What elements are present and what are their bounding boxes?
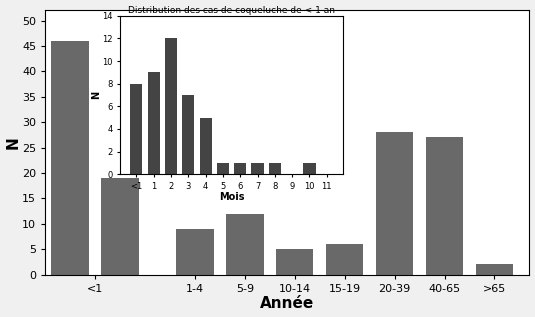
Bar bbox=[51, 41, 89, 275]
Bar bbox=[426, 138, 463, 275]
Bar bbox=[176, 229, 213, 275]
Bar bbox=[276, 249, 314, 275]
Bar bbox=[376, 133, 414, 275]
Bar bbox=[101, 178, 139, 275]
X-axis label: Année: Année bbox=[260, 296, 315, 311]
Bar bbox=[326, 244, 363, 275]
Y-axis label: N: N bbox=[5, 136, 20, 149]
Bar bbox=[226, 214, 264, 275]
Bar bbox=[476, 264, 513, 275]
